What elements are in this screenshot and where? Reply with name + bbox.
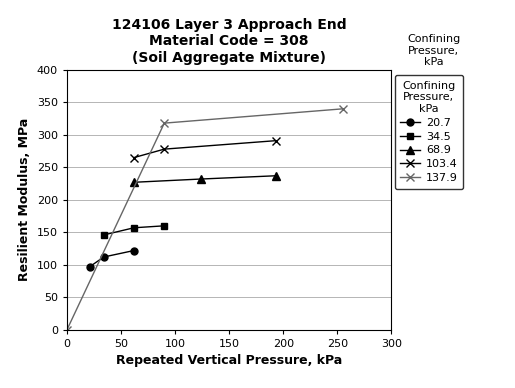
Title: 124106 Layer 3 Approach End
Material Code = 308
(Soil Aggregate Mixture): 124106 Layer 3 Approach End Material Cod… [112, 18, 347, 64]
Line: 68.9: 68.9 [130, 171, 280, 187]
Text: Confining
Pressure,
kPa: Confining Pressure, kPa [407, 34, 460, 67]
137.9 [64, 327, 70, 332]
137.9 [340, 106, 346, 111]
20.7 [87, 265, 93, 269]
103.4 [272, 139, 279, 143]
20.7 [100, 255, 107, 259]
X-axis label: Repeated Vertical Pressure, kPa: Repeated Vertical Pressure, kPa [116, 354, 342, 367]
Line: 20.7: 20.7 [86, 247, 138, 270]
Line: 137.9: 137.9 [63, 105, 347, 334]
34.5 [100, 232, 107, 237]
Line: 103.4: 103.4 [130, 137, 280, 162]
137.9 [161, 121, 167, 125]
68.9 [198, 177, 204, 181]
68.9 [131, 180, 137, 185]
34.5 [131, 225, 137, 230]
Line: 34.5: 34.5 [100, 222, 168, 238]
Y-axis label: Resilient Modulus, MPa: Resilient Modulus, MPa [18, 118, 31, 281]
103.4 [131, 155, 137, 160]
68.9 [272, 173, 279, 178]
103.4 [161, 147, 167, 151]
34.5 [161, 223, 167, 228]
20.7 [131, 248, 137, 253]
Legend: 20.7, 34.5, 68.9, 103.4, 137.9: 20.7, 34.5, 68.9, 103.4, 137.9 [394, 75, 463, 189]
